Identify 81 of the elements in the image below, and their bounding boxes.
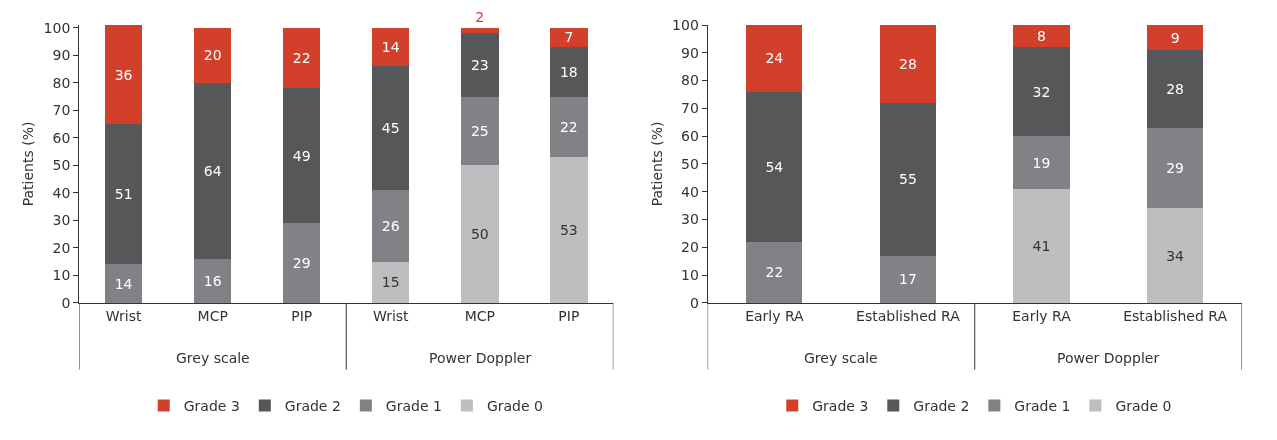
text: Power Doppler — [1057, 350, 1160, 366]
legend-label: Grade 1 — [385, 398, 442, 415]
data-label: 2 — [475, 8, 485, 25]
data-label: 41 — [1032, 237, 1051, 254]
data-label: 50 — [470, 226, 489, 243]
data-label: 26 — [381, 217, 400, 234]
data-label: 49 — [292, 147, 311, 164]
data-label: 64 — [203, 162, 222, 179]
data-label: 22 — [292, 50, 311, 67]
data-label: 18 — [559, 63, 578, 80]
legend-label: Grade 0 — [1115, 398, 1172, 415]
legend-label: Grade 3 — [812, 398, 869, 415]
y-tick-label: 90 — [681, 44, 699, 61]
data-label: 51 — [114, 186, 133, 203]
x-tick-label: Established RA — [1123, 307, 1228, 324]
y-tick-label: 70 — [681, 100, 699, 117]
data-label: 9 — [1170, 29, 1180, 46]
y-tick-label: 80 — [681, 72, 699, 89]
y-tick-label: 30 — [681, 211, 699, 228]
data-label: 22 — [559, 118, 578, 135]
x-tick-label: Established RA — [856, 307, 961, 324]
data-label: 17 — [899, 271, 917, 288]
y-tick-label: 20 — [681, 239, 699, 256]
data-label: 23 — [470, 56, 489, 73]
data-label: 34 — [1166, 247, 1185, 264]
y-tick-label: 0 — [61, 294, 71, 311]
legend-label: Grade 2 — [913, 398, 970, 415]
y-tick-label: 60 — [52, 129, 71, 146]
y-tick-label: 50 — [52, 157, 71, 174]
data-label: 32 — [1032, 83, 1051, 100]
y-tick-label: 0 — [689, 294, 699, 311]
data-label: 8 — [1037, 28, 1046, 45]
data-label: 22 — [765, 264, 784, 281]
legend-label: Grade 2 — [284, 398, 341, 415]
x-tick-label: MCP — [197, 307, 228, 324]
data-label: 36 — [114, 66, 133, 83]
x-tick-label: Early RA — [1012, 307, 1072, 324]
y-tick-label: 100 — [672, 16, 699, 33]
x-tick-label: PIP — [558, 307, 580, 324]
y-tick-label: 40 — [52, 184, 71, 201]
data-label: 16 — [203, 272, 222, 289]
y-tick-label: 70 — [52, 102, 71, 119]
text: Grey scale — [804, 350, 878, 366]
data-label: 53 — [559, 221, 578, 238]
data-label: 29 — [292, 255, 311, 272]
data-label: 14 — [381, 39, 400, 56]
legend-label: Grade 3 — [183, 398, 240, 415]
y-axis-title: Patients (%) — [20, 121, 37, 207]
data-label: 54 — [765, 158, 784, 175]
y-tick-label: 90 — [52, 47, 71, 64]
data-label: 20 — [203, 47, 222, 64]
y-tick-label: 60 — [681, 128, 699, 145]
x-tick-label: MCP — [464, 307, 495, 324]
y-axis-title: Patients (%) — [648, 121, 665, 207]
x-tick-label: Wrist — [105, 307, 142, 324]
text: Power Doppler — [429, 350, 532, 366]
data-label: 28 — [899, 55, 917, 72]
data-label: 28 — [1166, 80, 1184, 97]
y-tick-label: 80 — [52, 74, 71, 91]
y-tick-label: 50 — [681, 155, 699, 172]
legend-label: Grade 1 — [1014, 398, 1071, 415]
legend-label: Grade 0 — [486, 398, 543, 415]
y-tick-label: 10 — [681, 267, 699, 284]
y-tick-label: 100 — [43, 19, 71, 36]
data-label: 14 — [114, 275, 133, 292]
data-label: 29 — [1166, 160, 1184, 177]
y-tick-label: 10 — [52, 267, 71, 284]
x-tick-label: PIP — [291, 307, 313, 324]
x-tick-label: Early RA — [745, 307, 805, 324]
data-label: 7 — [564, 29, 574, 46]
data-label: 15 — [381, 274, 400, 291]
data-label: 45 — [381, 120, 400, 137]
data-label: 25 — [470, 122, 489, 139]
y-tick-label: 40 — [681, 183, 699, 200]
x-tick-label: Wrist — [372, 307, 410, 324]
y-tick-label: 30 — [52, 212, 71, 229]
text: Grey scale — [176, 350, 250, 366]
data-label: 19 — [1032, 154, 1051, 171]
data-label: 24 — [765, 50, 784, 67]
y-tick-label: 20 — [52, 239, 71, 256]
data-label: 55 — [899, 171, 917, 188]
